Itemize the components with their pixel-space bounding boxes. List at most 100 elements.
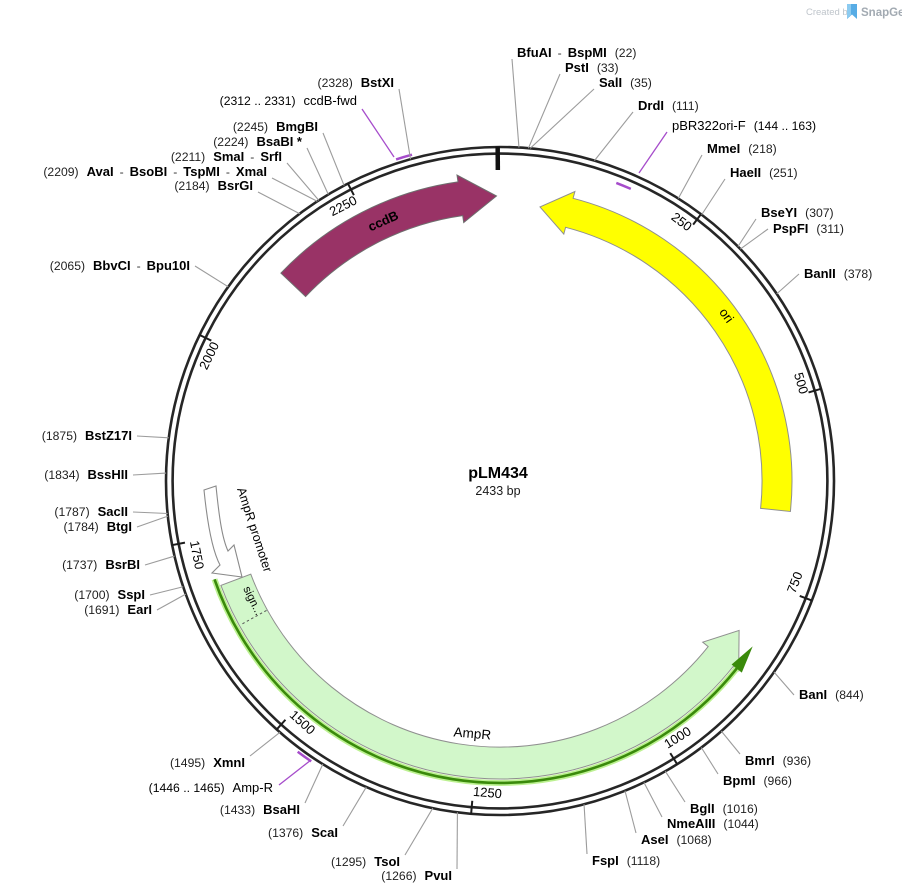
snapgene-logo-icon-light [847,4,851,19]
feature-ori-arrow [539,190,793,513]
tick-mark-500 [808,387,822,394]
enzyme-label-sali: SalI (35) [599,75,652,90]
enzyme-leader-line [664,770,686,803]
enzyme-leader-line [677,154,703,199]
enzyme-leader-line [527,73,561,149]
enzyme-leader-line [737,218,757,247]
enzyme-label-psti: PstI (33) [565,60,619,75]
enzyme-label-tsoi: (1295) TsoI [331,854,400,869]
plasmid-title: pLM434 [468,465,528,482]
enzyme-label-mmei: MmeI (218) [707,141,777,156]
enzyme-leader-line [194,265,229,288]
enzyme-label-fspi: FspI (1118) [592,853,660,868]
enzyme-leader-line [149,586,184,596]
primer-annotation-ccdb-fwd [395,153,413,161]
enzyme-leader-line [156,593,186,611]
enzyme-label-bsrgi: (2184) BsrGI [174,178,253,193]
enzyme-leader-line [624,790,637,834]
enzyme-leader-line [304,763,324,804]
enzyme-label-sacii: (1787) SacII [54,504,128,519]
tick-mark-1000 [669,752,679,766]
tick-label-500: 500 [791,371,811,396]
plasmid-size: 2433 bp [475,484,520,498]
enzyme-label-xmni: (1495) XmnI [170,755,245,770]
enzyme-label-pspfi: PspFI (311) [773,221,844,236]
backbone-inner-circle [171,152,829,810]
enzyme-label-haeii: HaeII (251) [730,165,798,180]
enzyme-label-avai-bsobi-tspmi-xmai: (2209) AvaI - BsoBI - TspMI - XmaI [43,164,267,179]
enzyme-label-drdi: DrdI (111) [638,98,699,113]
enzyme-label-bmgbi: (2245) BmgBI [233,119,318,134]
enzyme-label-bstxi: (2328) BstXI [318,75,394,90]
tick-mark-1500 [275,719,287,731]
enzyme-leader-line [249,731,281,757]
enzyme-label-bseyi: BseYI (307) [761,205,834,220]
tick-mark-2250 [346,182,355,196]
enzyme-label-bmri: BmrI (936) [745,753,811,768]
tick-label-1250: 1250 [472,784,502,801]
enzyme-label-asei: AseI (1068) [641,832,712,847]
primer-label-pbr322ori-f: pBR322ori-F (144 .. 163) [672,118,816,133]
enzyme-label-bsshii: (1834) BssHII [44,467,128,482]
enzyme-label-bpmi: BpmI (966) [723,773,792,788]
primer-annotation-pbr322ori-f [615,181,632,191]
feature-ccdb-arrow [280,174,498,298]
enzyme-label-bfuai-bspmi: BfuAI - BspMI (22) [517,45,636,60]
enzyme-label-scai: (1376) ScaI [268,825,338,840]
enzyme-label-bsrbi: (1737) BsrBI [62,557,140,572]
enzyme-leader-line [286,162,320,201]
watermark: Created by SnapGene [806,4,902,19]
primer-label-ccdb-fwd: (2312 .. 2331) ccdB-fwd [220,93,357,108]
feature-signal-segment-divider [239,610,267,626]
enzyme-label-bsahi: (1433) BsaHI [220,802,300,817]
enzyme-leader-line [257,191,300,215]
watermark-brand: SnapGene [861,7,902,19]
feature-ampr-promoter-label: AmpR promoter [234,486,275,574]
backbone-outer-circle [164,145,836,817]
enzyme-leader-line [322,132,345,186]
enzyme-label-bgli: BglI (1016) [690,801,758,816]
enzyme-leader-line [271,177,318,202]
enzyme-leader-line [132,511,168,515]
enzyme-leader-line [583,804,588,855]
enzyme-leader-line [594,111,634,161]
tick-label-250: 250 [669,209,695,234]
tick-label-750: 750 [784,570,806,596]
enzyme-leader-line [776,273,800,295]
enzyme-leader-line [773,671,795,696]
enzyme-leader-line [701,178,726,216]
enzyme-leader-line [306,147,329,195]
tick-mark-1750 [171,541,186,547]
enzyme-label-eari: (1691) EarI [84,602,152,617]
enzyme-label-nmeaiii: NmeAIII (1044) [667,816,759,831]
tick-mark-1250 [470,800,474,815]
enzyme-label-bstz17i: (1875) BstZ17I [42,428,132,443]
enzyme-label-pvui: (1266) PvuI [381,868,452,883]
enzyme-leader-line [529,88,595,149]
primer-leader-line [361,108,395,158]
tick-mark-2000 [198,333,212,342]
feature-ampr-line-arrowhead [731,646,753,673]
primer-leader-line [638,131,668,174]
enzyme-label-bbvci-bpu10i: (2065) BbvCI - Bpu10I [50,258,190,273]
enzyme-label-smai-srfi: (2211) SmaI - SrfI [171,149,282,164]
enzyme-leader-line [404,807,434,856]
enzyme-leader-line [136,515,169,528]
enzyme-leader-line [511,58,520,148]
primer-label-amp-r: (1446 .. 1465) Amp-R [149,780,273,795]
tick-label-1750: 1750 [187,539,207,570]
feature-ampr-label: AmpR [453,724,492,742]
tick-mark-750 [799,594,813,602]
enzyme-leader-line [720,730,741,755]
enzyme-leader-line [136,435,169,439]
enzyme-leader-line [144,555,175,566]
enzyme-leader-line [342,786,367,827]
watermark-created-by: Created by [806,7,853,18]
enzyme-leader-line [740,228,769,250]
tick-mark-250 [692,213,703,226]
enzyme-leader-line [643,782,663,818]
feature-ampr-line [213,578,743,785]
enzyme-leader-line [132,472,167,476]
